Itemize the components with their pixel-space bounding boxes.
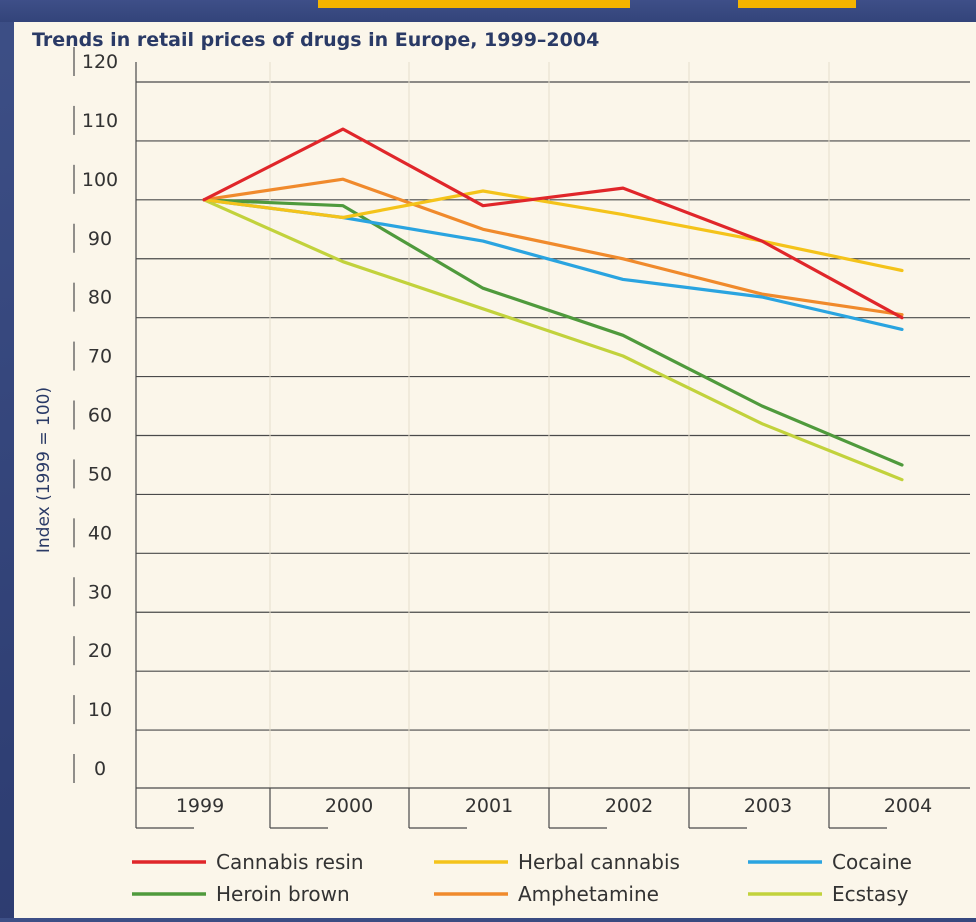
series-line-heroin-brown — [202, 198, 904, 467]
y-tick-label: 50 — [88, 463, 112, 485]
y-tick-label: 90 — [88, 228, 112, 250]
banner-accent-left — [318, 0, 630, 8]
series-line-cannabis-resin — [202, 127, 904, 320]
y-tick-label: 100 — [82, 169, 118, 191]
top-banner — [0, 0, 976, 22]
y-tick-label: 0 — [94, 758, 106, 780]
y-tick-label: 70 — [88, 346, 112, 368]
grid — [135, 62, 970, 788]
y-tick-label: 40 — [88, 522, 112, 544]
y-axis-ticks: 0 10 20 30 40 50 60 70 80 90 100 110 120 — [73, 47, 118, 783]
y-axis-label: Index (1999 = 100) — [34, 387, 54, 553]
x-tick-label: 2004 — [884, 795, 932, 817]
x-tick-label: 2000 — [325, 795, 373, 817]
legend-label: Ecstasy — [832, 882, 909, 906]
chart-title: Trends in retail prices of drugs in Euro… — [32, 29, 599, 51]
legend-label: Herbal cannabis — [518, 850, 680, 874]
y-tick-label: 80 — [88, 287, 112, 309]
y-tick-label: 60 — [88, 405, 112, 427]
legend-label: Cannabis resin — [216, 850, 364, 874]
x-axis-ticks: 1999 2000 2001 2002 2003 2004 — [135, 787, 970, 829]
y-tick-label: 10 — [88, 699, 112, 721]
x-tick-label: 1999 — [176, 795, 224, 817]
series-line-ecstasy — [202, 198, 904, 482]
chart-panel: Trends in retail prices of drugs in Euro… — [14, 22, 976, 918]
legend: Cannabis resin Herbal cannabis Cocaine Hero… — [132, 850, 912, 906]
series-lines — [202, 127, 904, 482]
y-tick-label: 30 — [88, 581, 112, 603]
legend-label: Heroin brown — [216, 882, 350, 906]
legend-label: Cocaine — [832, 850, 912, 874]
y-tick-label: 20 — [88, 640, 112, 662]
series-line-amphetamine — [202, 177, 904, 317]
legend-label: Amphetamine — [518, 882, 659, 906]
y-tick-label: 110 — [82, 110, 118, 132]
series-line-cocaine — [202, 198, 904, 331]
series-line-herbal-cannabis — [202, 189, 904, 273]
banner-accent-right — [738, 0, 856, 8]
y-tick-label: 120 — [82, 51, 118, 73]
x-tick-label: 2002 — [605, 795, 653, 817]
x-tick-label: 2003 — [744, 795, 792, 817]
line-chart: Trends in retail prices of drugs in Euro… — [32, 29, 970, 906]
x-tick-label: 2001 — [465, 795, 513, 817]
